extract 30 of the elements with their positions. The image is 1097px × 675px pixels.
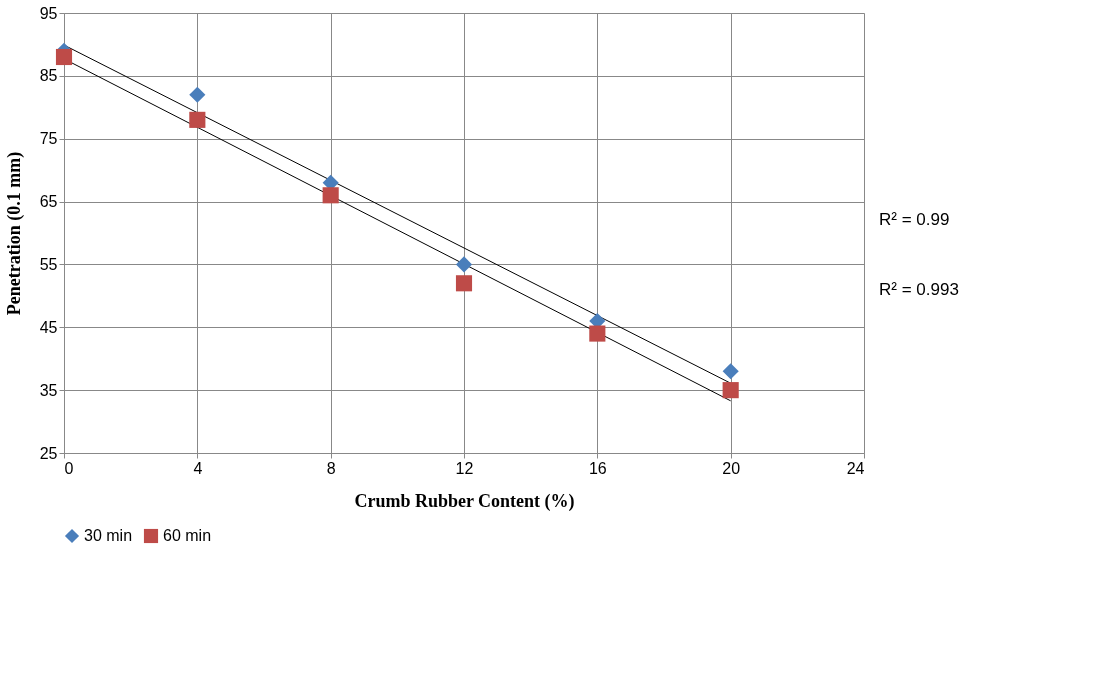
x-tick-label: 12 (455, 459, 474, 477)
x-tick-label: 24 (846, 459, 865, 477)
y-tick-label: 65 (39, 193, 58, 211)
point (455, 275, 473, 292)
point (455, 256, 473, 273)
point (189, 86, 206, 103)
y-tick-label: 85 (39, 67, 58, 85)
x-axis-title: Crumb Rubber Content (%) (354, 490, 575, 512)
point (189, 111, 206, 128)
x-tick-label: 16 (588, 459, 607, 477)
y-tick-label: 95 (39, 4, 58, 22)
text: R² = 0.99 (879, 209, 950, 229)
y-axis-title: Penetration (0.1 mm) (3, 151, 25, 316)
legend-label: 60 min (163, 527, 212, 544)
x-tick-label: 8 (326, 459, 336, 477)
point (322, 187, 339, 204)
point (722, 363, 739, 380)
x-tick-label: 20 (722, 459, 741, 477)
y-tick-label: 55 (39, 255, 58, 273)
y-tick-label: 75 (39, 130, 58, 148)
y-tick-label: 25 (39, 444, 58, 462)
x-tick-label: 0 (64, 459, 74, 477)
point (589, 325, 606, 342)
y-tick-label: 45 (39, 318, 58, 336)
point (55, 48, 73, 66)
text: R² = 0.993 (879, 279, 959, 299)
point (722, 382, 739, 399)
x-tick-label: 4 (193, 459, 203, 477)
y-tick-label: 35 (39, 381, 58, 399)
legend-label: 30 min (84, 527, 133, 544)
